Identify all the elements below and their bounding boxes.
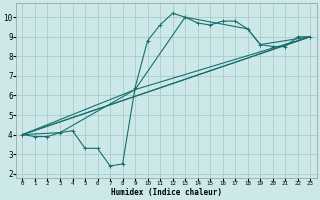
X-axis label: Humidex (Indice chaleur): Humidex (Indice chaleur) — [111, 188, 222, 197]
